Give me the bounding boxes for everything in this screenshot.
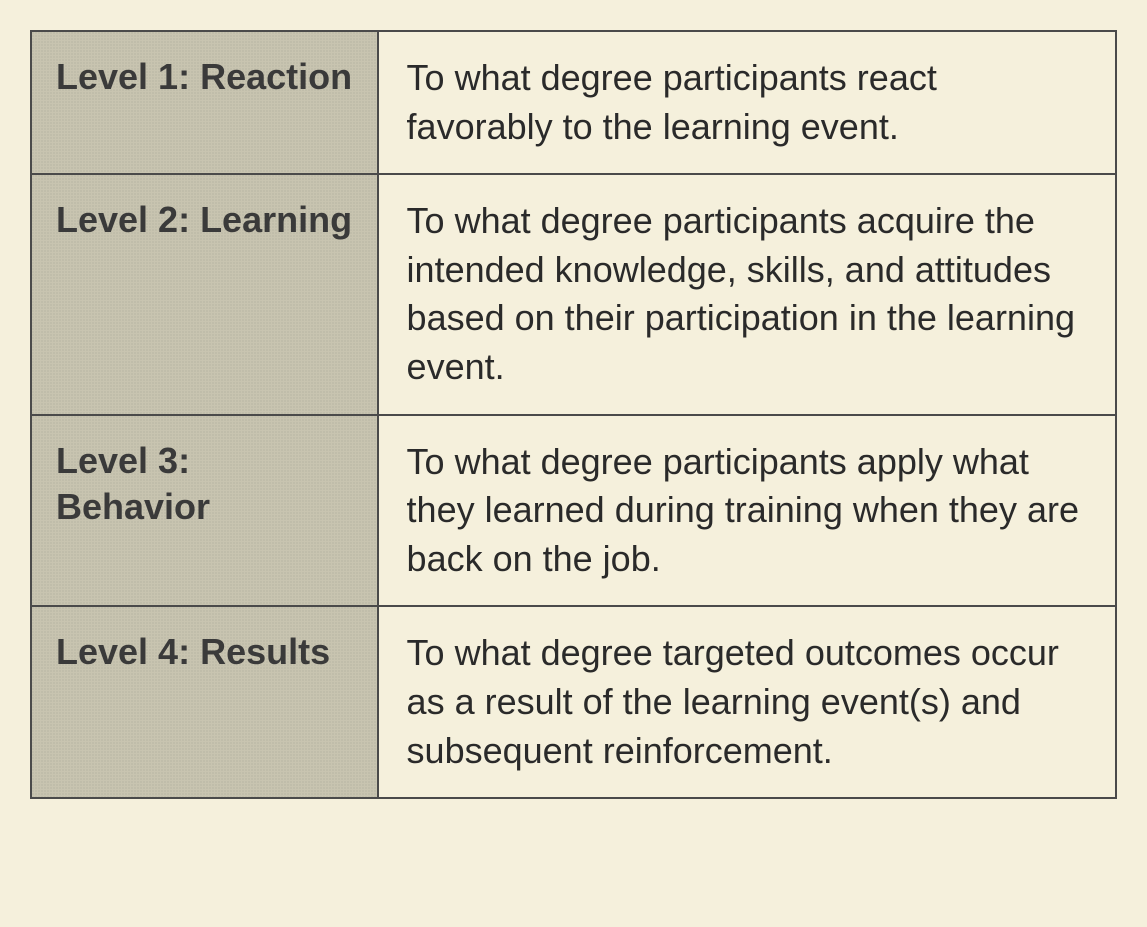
table-row: Level 4: Results To what degree targeted… — [32, 607, 1115, 797]
level-description-cell: To what degree targeted outcomes occur a… — [379, 607, 1115, 797]
level-description-cell: To what degree participants apply what t… — [379, 416, 1115, 606]
table-row: Level 2: Learning To what degree partici… — [32, 175, 1115, 415]
level-description-cell: To what degree participants acquire the … — [379, 175, 1115, 413]
level-description-cell: To what degree participants react favora… — [379, 32, 1115, 173]
table-row: Level 3: Behavior To what degree partici… — [32, 416, 1115, 608]
level-header-cell: Level 1: Reaction — [32, 32, 379, 173]
level-header-cell: Level 2: Learning — [32, 175, 379, 413]
levels-table: Level 1: Reaction To what degree partici… — [30, 30, 1117, 799]
level-header-cell: Level 3: Behavior — [32, 416, 379, 606]
level-header-cell: Level 4: Results — [32, 607, 379, 797]
table-row: Level 1: Reaction To what degree partici… — [32, 32, 1115, 175]
